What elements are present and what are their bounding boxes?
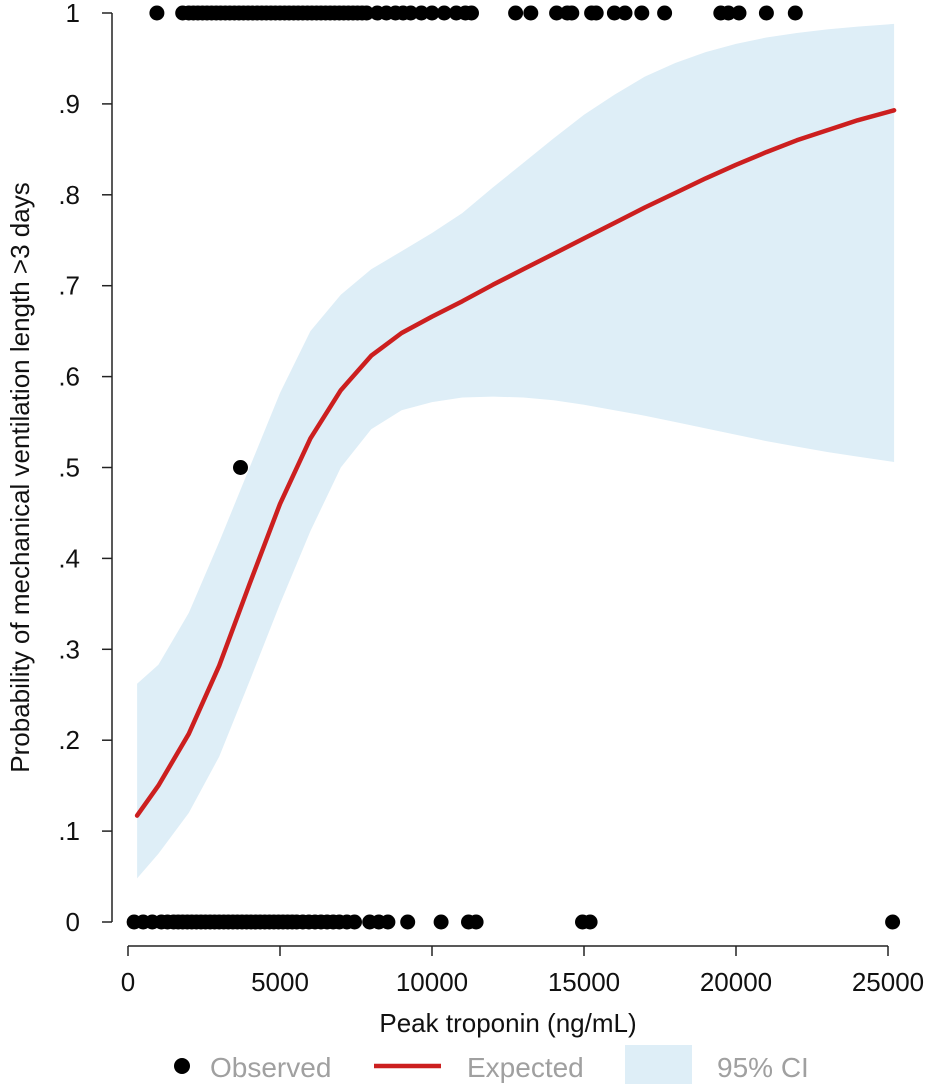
legend-item: 95% CI bbox=[625, 1045, 809, 1084]
observed-point bbox=[731, 5, 747, 21]
observed-point bbox=[787, 5, 803, 21]
x-tick-label: 0 bbox=[121, 967, 135, 997]
legend-item: Expected bbox=[374, 1052, 584, 1083]
observed-point bbox=[720, 5, 736, 21]
observed-point bbox=[464, 5, 479, 21]
x-ticks: 0 5000 10000 15000 20000 25000 bbox=[121, 946, 924, 997]
x-axis: 0 5000 10000 15000 20000 25000 bbox=[121, 945, 924, 997]
observed-point bbox=[588, 5, 604, 21]
ci-band bbox=[137, 23, 895, 879]
expected-line-layer bbox=[134, 108, 897, 818]
observed-point bbox=[233, 460, 248, 475]
observed-point bbox=[606, 5, 622, 21]
x-tick-label: 15000 bbox=[548, 967, 620, 997]
y-tick-label: 1 bbox=[66, 0, 80, 28]
x-tick-label: 25000 bbox=[852, 967, 924, 997]
legend-item: Observed bbox=[174, 1052, 331, 1083]
legend-area-icon bbox=[625, 1045, 692, 1084]
observed-point bbox=[468, 914, 484, 930]
observed-point bbox=[149, 5, 165, 21]
y-tick-label: .3 bbox=[58, 634, 80, 664]
y-tick-label: .6 bbox=[58, 362, 80, 392]
y-axis: 0 .1 .2 .3 .4 .5 .6 .7 .8 .9 1 bbox=[58, 0, 113, 937]
legend-label: Expected bbox=[467, 1052, 584, 1083]
x-axis-title: Peak troponin (ng/mL) bbox=[379, 1008, 636, 1038]
legend: Observed Expected 95% CI bbox=[174, 1045, 809, 1084]
observed-point bbox=[885, 914, 901, 930]
plot-area bbox=[126, 5, 901, 930]
observed-point bbox=[400, 914, 416, 930]
observed-point bbox=[617, 5, 633, 21]
y-tick-label: .2 bbox=[58, 725, 80, 755]
x-tick-label: 20000 bbox=[700, 967, 772, 997]
observed-point bbox=[380, 914, 396, 930]
observed-point bbox=[436, 5, 452, 21]
y-tick-label: .1 bbox=[58, 816, 80, 846]
x-tick-label: 10000 bbox=[396, 967, 468, 997]
observed-point bbox=[347, 914, 362, 930]
observed-point bbox=[433, 914, 449, 930]
y-axis-title: Probability of mechanical ventilation le… bbox=[5, 182, 35, 772]
ci-band-layer bbox=[137, 23, 895, 879]
y-tick-label: .5 bbox=[58, 453, 80, 483]
observed-point bbox=[634, 5, 650, 21]
observed-point bbox=[359, 5, 375, 21]
observed-point bbox=[424, 5, 440, 21]
expected-line bbox=[134, 108, 897, 818]
observed-point bbox=[403, 5, 419, 21]
observed-point bbox=[758, 5, 774, 21]
y-tick-label: 0 bbox=[66, 907, 80, 937]
y-tick-label: .7 bbox=[58, 271, 80, 301]
y-ticks: 0 .1 .2 .3 .4 .5 .6 .7 .8 .9 1 bbox=[58, 0, 112, 937]
legend-dot-icon bbox=[174, 1058, 190, 1074]
observed-point bbox=[549, 5, 565, 21]
observed-points-layer bbox=[126, 5, 901, 930]
observed-point bbox=[657, 5, 673, 21]
observed-point bbox=[523, 5, 539, 21]
y-tick-label: .9 bbox=[58, 89, 80, 119]
observed-point bbox=[564, 5, 580, 21]
legend-label: Observed bbox=[210, 1052, 331, 1083]
observed-point bbox=[582, 914, 598, 930]
y-tick-label: .8 bbox=[58, 180, 80, 210]
y-tick-label: .4 bbox=[58, 543, 80, 573]
observed-point bbox=[413, 5, 429, 21]
x-tick-label: 5000 bbox=[251, 967, 309, 997]
observed-point bbox=[508, 5, 524, 21]
legend-label: 95% CI bbox=[717, 1052, 809, 1083]
